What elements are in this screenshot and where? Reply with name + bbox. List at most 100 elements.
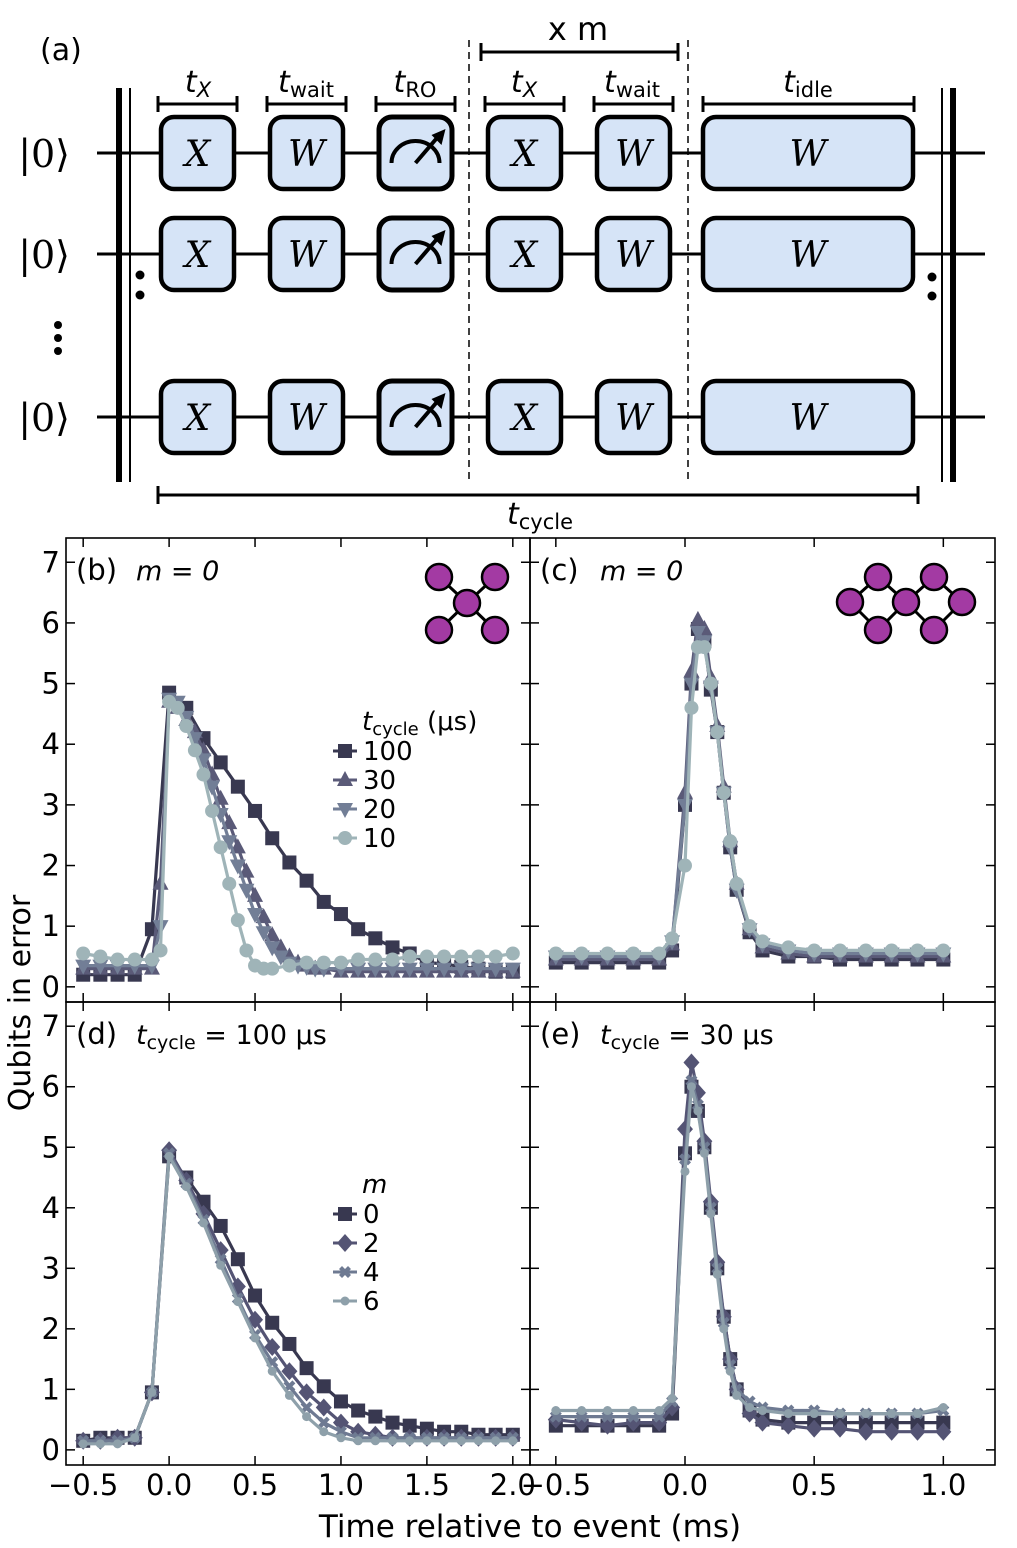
x-tick-label: 1.0 [920, 1468, 966, 1502]
wait-gate-label: W [789, 134, 829, 175]
qubit-node [919, 562, 949, 592]
data-point [716, 785, 731, 800]
data-point [198, 1218, 208, 1228]
series-line [555, 1060, 944, 1434]
y-tick-label: 5 [42, 667, 60, 701]
legend-entry: 100 [333, 737, 413, 767]
ket-zero-label: |0⟩ [18, 233, 70, 277]
data-point [95, 1439, 105, 1449]
data-point [316, 1379, 331, 1394]
data-point [689, 610, 706, 626]
label-tx: tX [185, 65, 212, 102]
data-point [230, 913, 245, 928]
panel-label-c: (c) [540, 553, 579, 587]
y-tick-label: 1 [42, 909, 60, 943]
legend-marker [338, 744, 352, 758]
data-point [248, 1288, 263, 1303]
y-tick-label: 3 [42, 1251, 60, 1285]
meter-needle-icon [413, 133, 442, 165]
data-point [703, 676, 718, 691]
data-point [684, 700, 699, 715]
data-point [76, 946, 91, 961]
data-point [153, 943, 168, 958]
x-tick-label: −0.5 [48, 1468, 118, 1502]
data-point [179, 719, 194, 734]
meter-icon [389, 403, 442, 428]
data-point [706, 1209, 716, 1219]
legend-label: 4 [363, 1258, 380, 1288]
y-tick-label: 3 [42, 788, 60, 822]
data-point [205, 803, 220, 818]
meter-arrow-icon [431, 129, 446, 145]
wait-gate [267, 215, 346, 293]
qubit-node [424, 562, 454, 592]
data-point [723, 834, 738, 849]
data-point [699, 1148, 709, 1158]
legend-marker [337, 803, 353, 818]
panel-label-d: (d) [76, 1017, 117, 1051]
data-point [299, 873, 314, 888]
qubit-node [424, 615, 454, 645]
legend-entry: 6 [333, 1287, 380, 1317]
data-point [835, 1409, 845, 1419]
data-point [316, 955, 331, 970]
legend-title-main: t [362, 707, 373, 737]
data-point [247, 908, 264, 924]
label-tcycle: tcycle [507, 497, 573, 534]
meter-arrow-icon [431, 230, 446, 246]
data-point [437, 949, 452, 964]
data-point [729, 876, 744, 891]
data-point [281, 1362, 298, 1381]
data-point [230, 1252, 245, 1267]
qubit-node [480, 615, 510, 645]
legend-entry: 4 [333, 1258, 380, 1288]
annotation-sub: cycle [611, 1032, 660, 1054]
x-gate [485, 114, 564, 192]
data-point [858, 943, 873, 958]
series-line [555, 1079, 944, 1419]
qubit-node [835, 587, 865, 617]
qubit-node [947, 587, 977, 617]
data-point [368, 952, 383, 967]
wait-gate [594, 114, 673, 192]
series-line [83, 1154, 513, 1446]
data-point [806, 1419, 823, 1438]
data-point [351, 952, 366, 967]
data-point [418, 962, 435, 978]
x-gate [158, 378, 237, 456]
series-0 [76, 1149, 520, 1448]
ket-zero-label: |0⟩ [18, 396, 70, 440]
data-point [221, 835, 238, 851]
data-point [712, 1269, 722, 1279]
qubit-lattice-icons [424, 562, 977, 645]
x-gate [485, 378, 564, 456]
data-point [333, 907, 348, 922]
legend-marker [339, 1266, 351, 1278]
data-point [693, 1106, 703, 1116]
legend-title: m [362, 1170, 387, 1200]
data-point [857, 1422, 874, 1441]
data-point [316, 894, 331, 909]
data-point [910, 943, 925, 958]
wait-gate [267, 114, 346, 192]
series-line [555, 1085, 944, 1428]
data-point [367, 962, 384, 978]
data-point [385, 1415, 400, 1430]
data-point [603, 1406, 612, 1416]
data-point [93, 949, 108, 964]
y-tick-label: 7 [42, 545, 60, 579]
data-point [887, 1409, 897, 1419]
data-point [147, 1387, 157, 1397]
data-point [351, 1403, 366, 1418]
data-point [405, 1436, 415, 1446]
data-point [181, 1182, 191, 1192]
meter-icon [389, 240, 442, 265]
data-point [384, 962, 401, 978]
data-point [368, 1409, 383, 1424]
series-line [555, 618, 944, 962]
legend-entry: 10 [333, 824, 396, 854]
series-6 [551, 1082, 948, 1419]
data-point [282, 1336, 297, 1351]
legend-label: 10 [363, 824, 396, 854]
